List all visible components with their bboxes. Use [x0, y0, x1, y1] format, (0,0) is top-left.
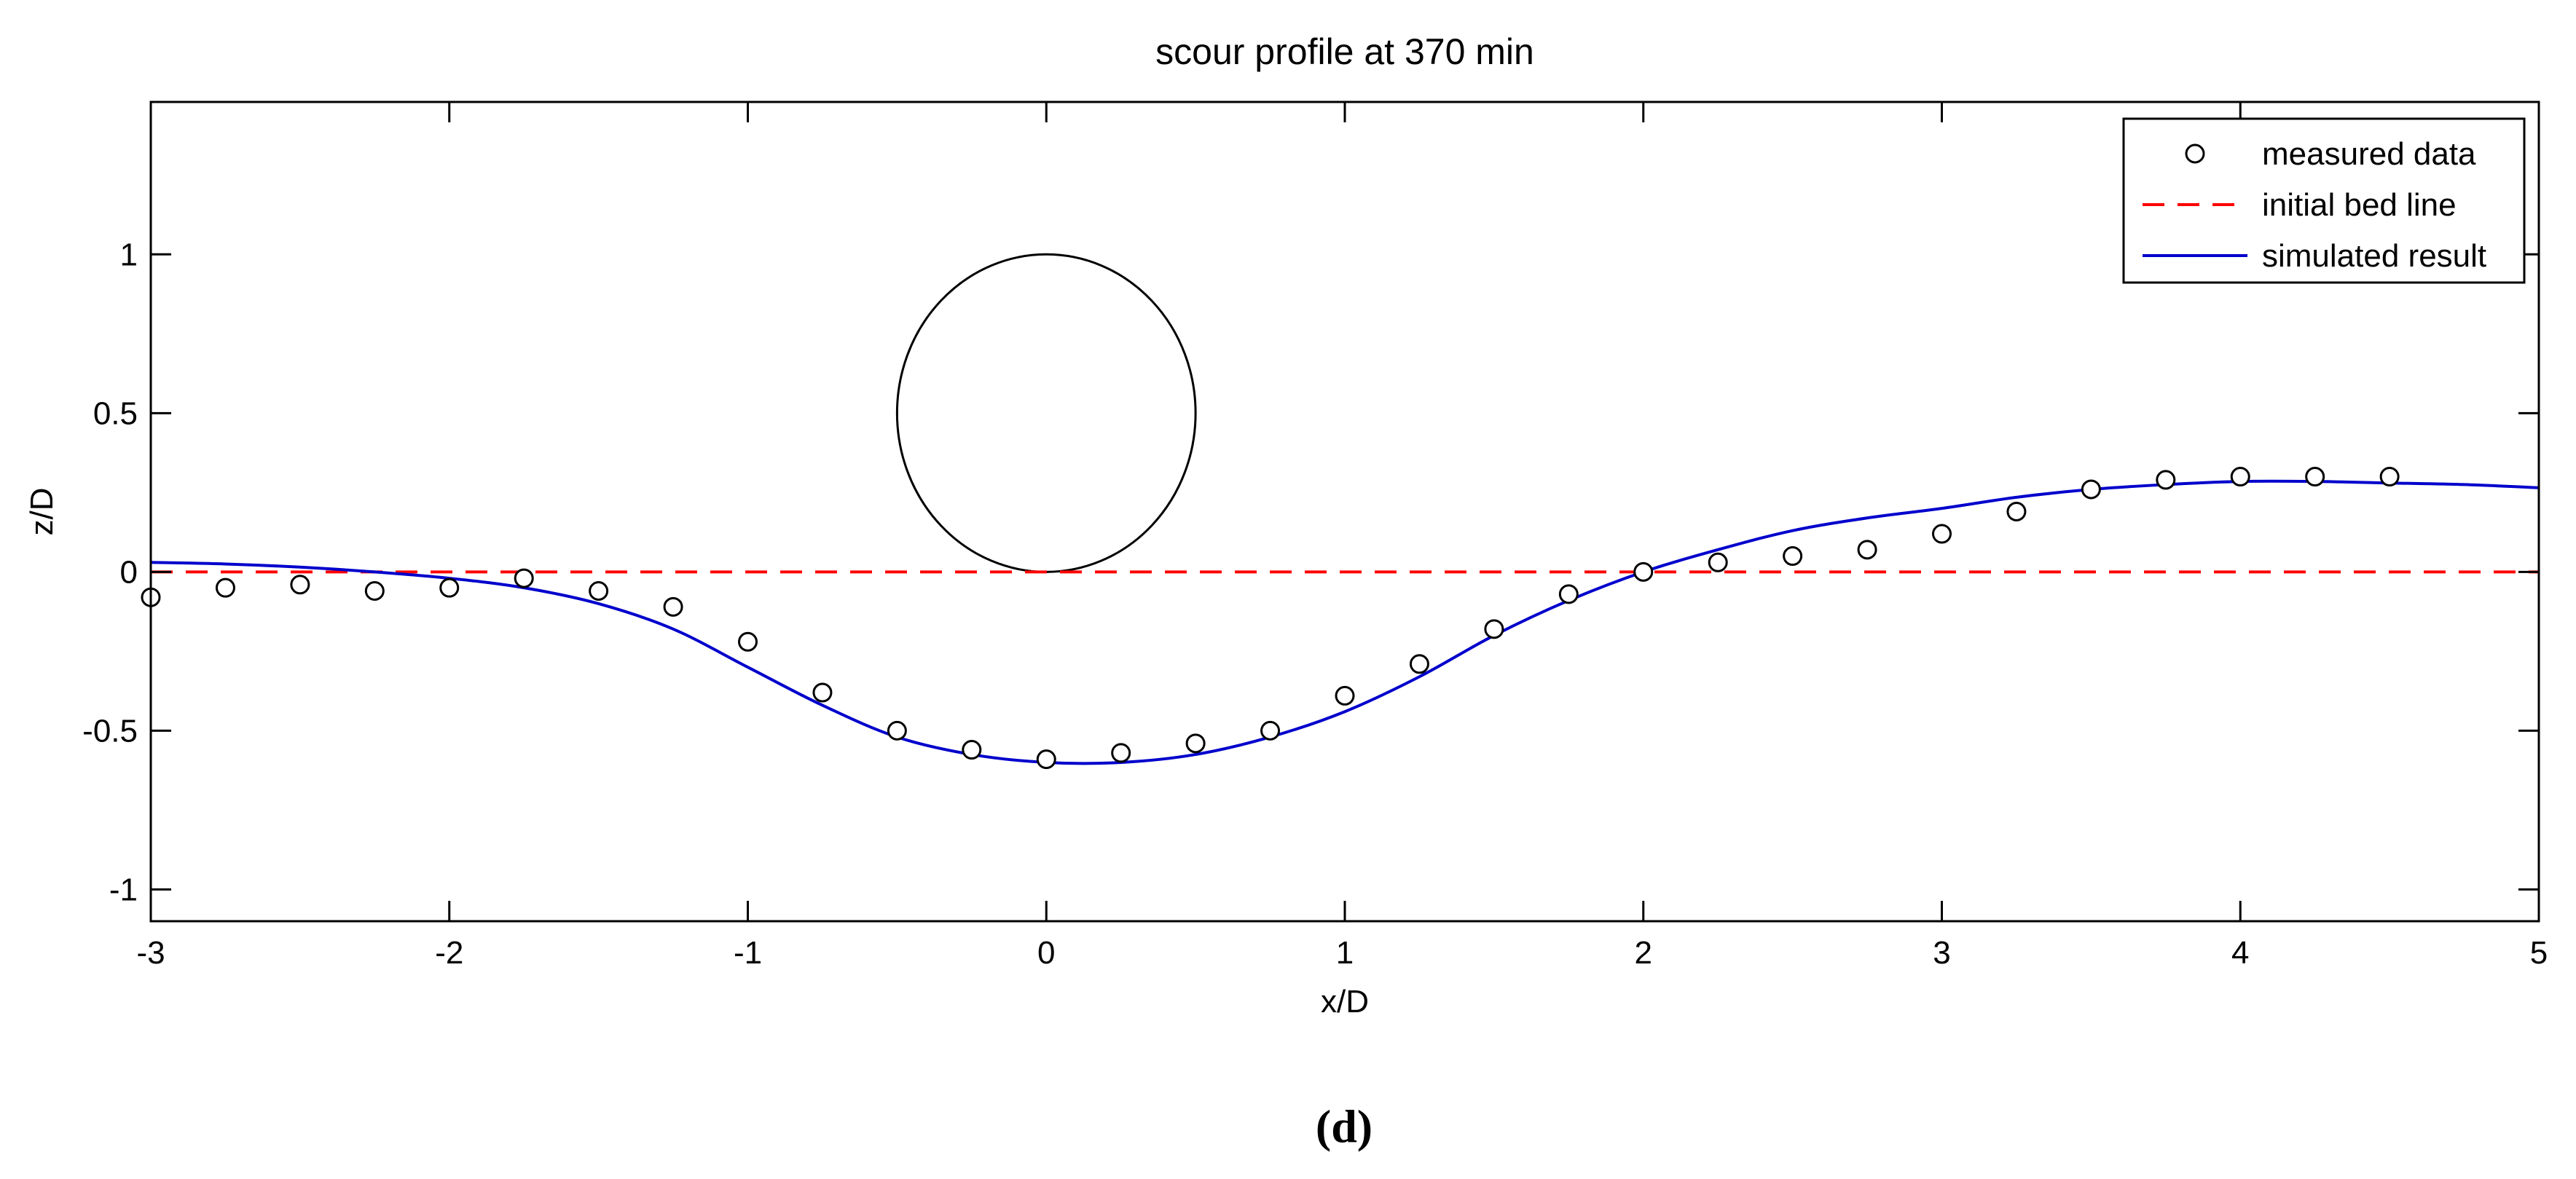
legend: measured data initial bed line simulated r…	[2122, 117, 2526, 284]
measured-data-point	[514, 568, 534, 588]
measured-data-point	[2305, 467, 2325, 487]
legend-label: initial bed line	[2262, 187, 2457, 223]
y-tick-label: 0	[120, 554, 138, 590]
measured-data-point	[589, 581, 609, 602]
x-tick-label: 3	[1933, 935, 1950, 971]
measured-data-point	[2081, 479, 2101, 500]
chart-title: scour profile at 370 min	[1155, 31, 1534, 72]
x-tick-label: 1	[1336, 935, 1354, 971]
measured-data-point	[962, 740, 982, 760]
series-simulated-result	[150, 479, 2540, 765]
legend-marker-measured-data	[2185, 143, 2205, 164]
measured-data-point	[738, 631, 758, 652]
y-tick-label: 0.5	[93, 395, 138, 431]
x-tick-label: 5	[2530, 935, 2548, 971]
series-layer	[141, 253, 2540, 770]
x-tick-label: 4	[2231, 935, 2249, 971]
measured-data-point	[1708, 552, 1728, 572]
measured-data-point	[1783, 546, 1803, 567]
measured-data-point	[663, 596, 683, 617]
measured-data-point	[1335, 685, 1355, 706]
y-tick-label: -1	[109, 872, 138, 907]
figure-caption: (d)	[1316, 1100, 1373, 1152]
measured-data-point	[364, 581, 385, 602]
measured-data-point	[1633, 561, 1654, 582]
x-tick-label: -1	[734, 935, 762, 971]
legend-label: measured data	[2262, 136, 2476, 172]
measured-data-point	[1036, 749, 1056, 770]
measured-data-point	[215, 577, 235, 598]
measured-data-point	[439, 577, 460, 598]
x-tick-label: 0	[1037, 935, 1055, 971]
measured-data-point	[290, 575, 310, 595]
measured-data-point	[1558, 584, 1579, 604]
x-tick-label: 2	[1635, 935, 1652, 971]
measured-data-point	[887, 720, 907, 741]
measured-data-point	[812, 682, 833, 703]
x-axis-label: x/D	[1321, 984, 1369, 1020]
x-tick-label: -2	[435, 935, 463, 971]
measured-data-point	[1111, 743, 1131, 763]
measured-data-point	[2230, 467, 2250, 487]
measured-data-point	[1484, 619, 1504, 639]
measured-data-point	[1857, 540, 1877, 560]
x-tick-label: -3	[136, 935, 165, 971]
measured-data-point	[1260, 720, 1281, 741]
measured-data-point	[1185, 733, 1206, 754]
measured-data-point	[2006, 502, 2027, 521]
measured-data-point	[2156, 470, 2176, 490]
y-tick-label: -0.5	[82, 713, 138, 749]
measured-data-point	[1409, 654, 1429, 674]
ticks-layer: -3 -2 -1 0 1 2 3 4 5 -1 -0.5 0 0.5 1	[82, 102, 2548, 971]
y-axis-label: z/D	[24, 488, 60, 536]
y-tick-label: 1	[120, 237, 138, 272]
legend-label: simulated result	[2262, 238, 2486, 274]
measured-data-point	[2379, 467, 2400, 487]
measured-data-point	[1932, 524, 1952, 544]
